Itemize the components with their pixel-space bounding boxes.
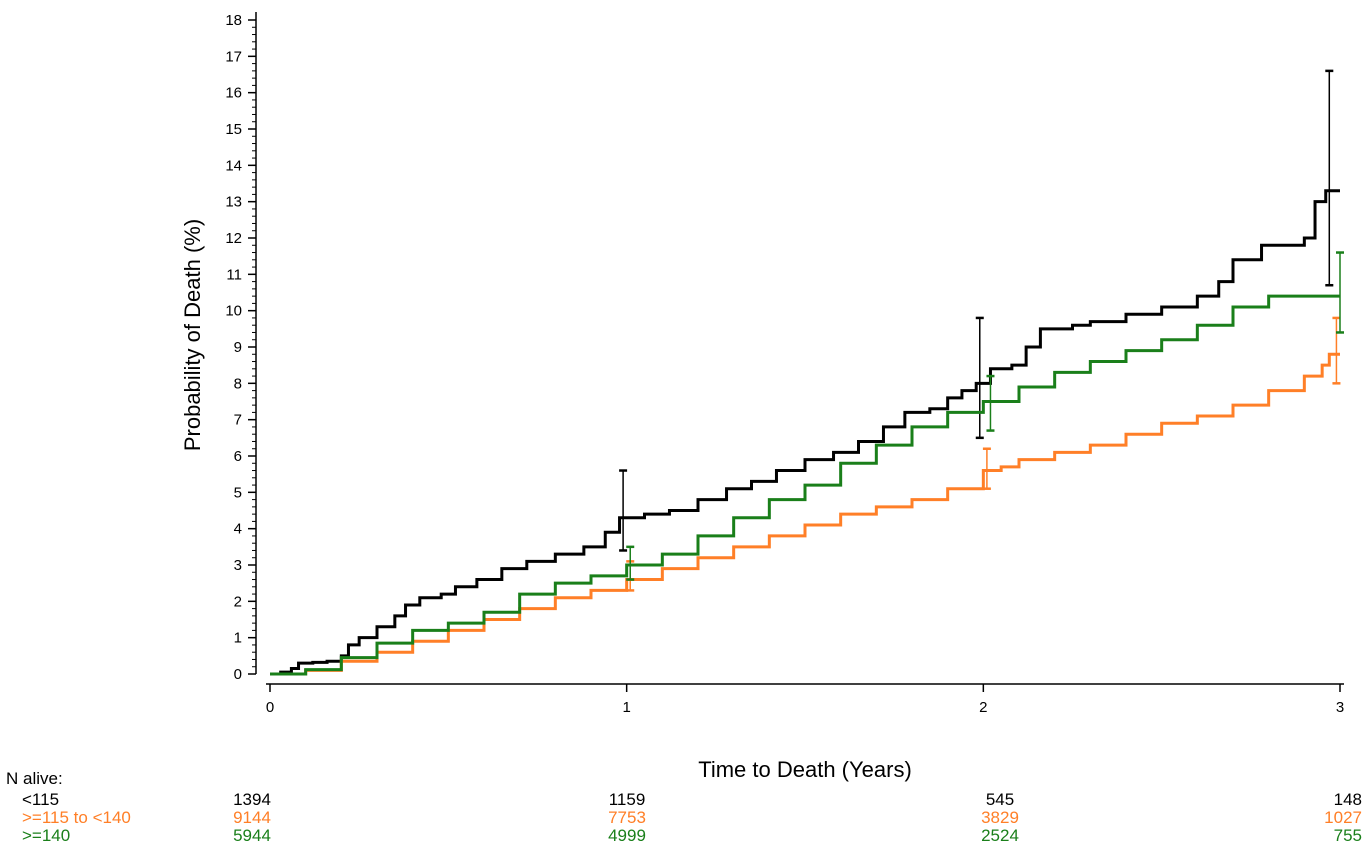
risk-count: 4999 [608, 826, 646, 845]
risk-count: 1159 [609, 790, 646, 809]
y-tick-label: 9 [234, 339, 242, 356]
risk-count: 7753 [608, 808, 646, 827]
y-tick-label: 10 [225, 303, 242, 320]
risk-count: 5944 [233, 826, 271, 845]
risk-table-header: N alive: [6, 769, 63, 788]
y-tick-label: 6 [234, 448, 242, 465]
y-tick-label: 5 [234, 484, 242, 501]
y-axis-title: Probability of Death (%) [180, 219, 205, 451]
risk-row-label: >=115 to <140 [22, 808, 131, 827]
y-tick-label: 18 [225, 12, 242, 29]
risk-count: 1394 [233, 790, 271, 809]
risk-count: 1027 [1324, 808, 1362, 827]
series-line-0 [270, 189, 1340, 676]
y-tick-label: 13 [225, 194, 242, 211]
y-tick-label: 17 [225, 48, 242, 65]
series-line-1 [270, 352, 1340, 676]
y-tick-label: 1 [234, 630, 242, 647]
y-tick-label: 7 [234, 412, 242, 429]
y-tick-label: 0 [234, 666, 242, 683]
risk-row-label: <115 [22, 790, 59, 809]
risk-count: 3829 [981, 808, 1019, 827]
x-tick-label: 2 [979, 699, 987, 716]
risk-count: 148 [1334, 790, 1362, 809]
y-tick-label: 16 [225, 85, 242, 102]
risk-row-label: >=140 [22, 826, 70, 845]
x-tick-label: 1 [622, 699, 630, 716]
y-tick-label: 12 [225, 230, 242, 247]
series-line-2 [270, 294, 1340, 676]
y-tick-label: 4 [234, 521, 242, 538]
y-tick-label: 3 [234, 557, 242, 574]
x-axis-title: Time to Death (Years) [698, 757, 912, 782]
risk-count: 2524 [981, 826, 1019, 845]
x-axis: 0 1 2 3 [266, 683, 1344, 716]
risk-count: 9144 [233, 808, 271, 827]
series-layer [270, 69, 1344, 676]
y-tick-label: 8 [234, 375, 242, 392]
y-tick-label: 15 [225, 121, 242, 138]
y-tick-label: 11 [226, 266, 242, 283]
risk-count: 545 [986, 790, 1014, 809]
risk-count: 755 [1334, 826, 1362, 845]
risk-table: N alive: <115 1394 1159 545 148 >=115 to <140 9… [6, 769, 1362, 845]
y-tick-label: 14 [225, 157, 242, 174]
x-tick-label: 3 [1336, 699, 1344, 716]
x-tick-label: 0 [266, 699, 274, 716]
y-tick-label: 2 [234, 593, 242, 610]
